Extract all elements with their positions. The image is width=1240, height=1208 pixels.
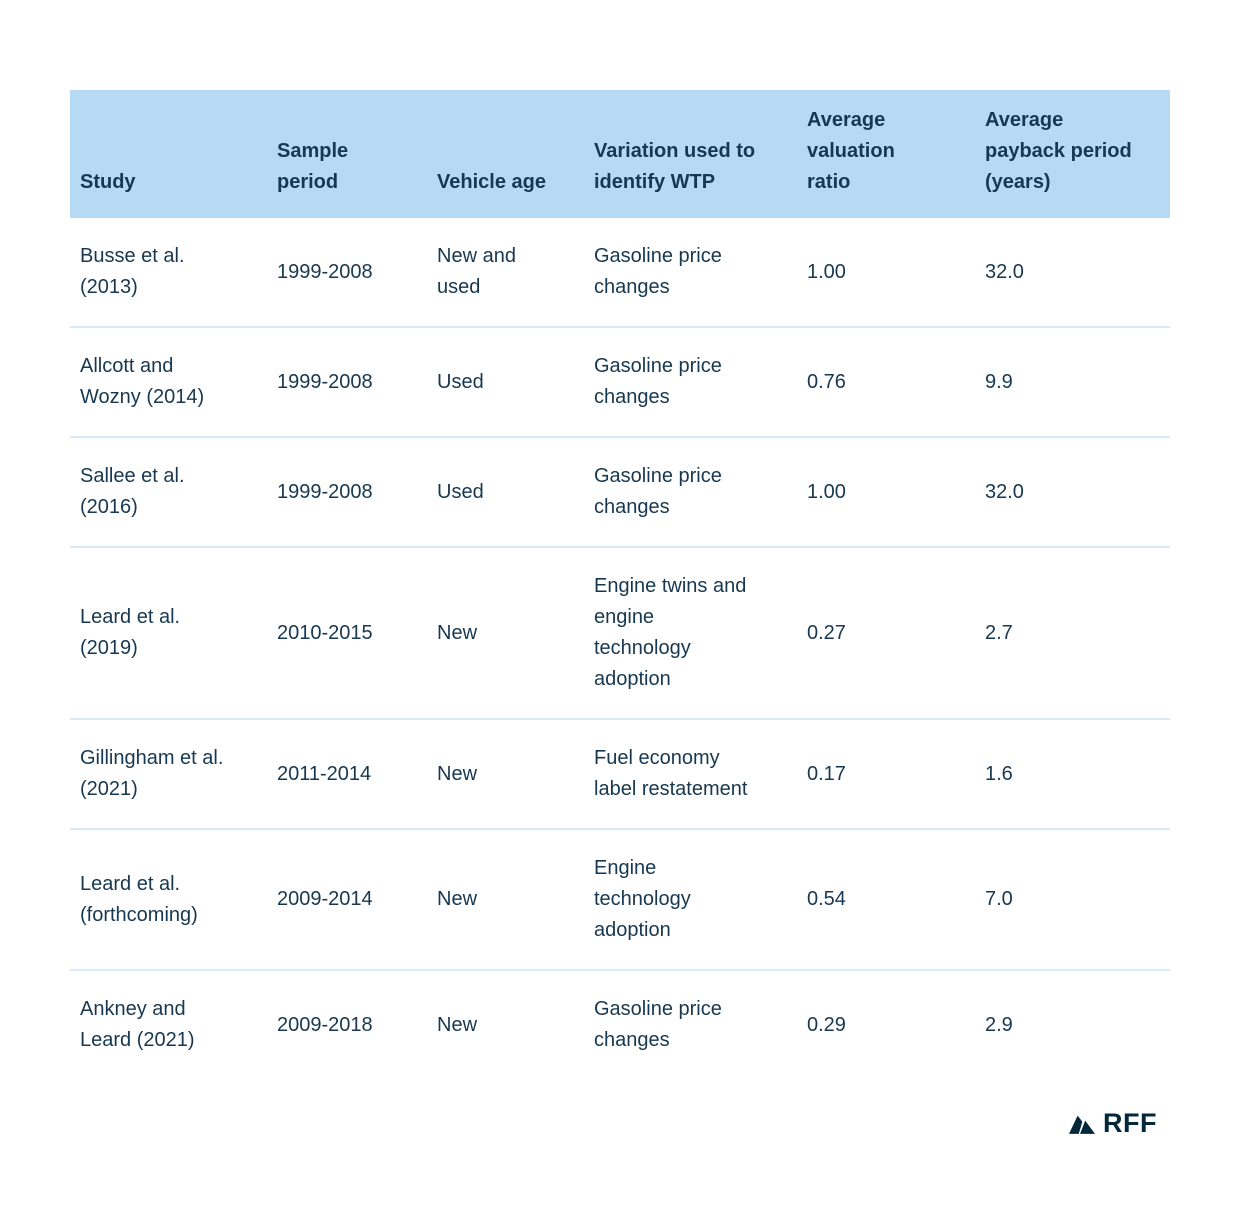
studies-table-container: Study Sample period Vehicle age Variatio… <box>70 90 1170 1079</box>
cell-sample-period: 2010-2015 <box>267 546 427 719</box>
cell-sample-period: 2009-2014 <box>267 828 427 970</box>
cell-variation: Gasoline price changes <box>584 326 797 437</box>
column-header-valuation-ratio: Average valuation ratio <box>797 90 975 218</box>
cell-sample-period: 1999-2008 <box>267 436 427 547</box>
cell-variation: Gasoline price changes <box>594 245 722 298</box>
mountain-icon <box>1069 1113 1096 1134</box>
cell-variation: Engine twins and engine technology adopt… <box>584 546 797 719</box>
column-header-study: Study <box>70 90 267 218</box>
table-row: Leard et al. (2019) 2010-2015 New Engine… <box>70 546 1170 719</box>
cell-payback-period: 9.9 <box>975 326 1170 437</box>
cell-variation: Fuel economy label restatement <box>584 718 797 829</box>
cell-vehicle-age: Used <box>427 326 584 437</box>
cell-study: Sallee et al. (2016) <box>70 436 267 547</box>
cell-payback-period: 7.0 <box>975 828 1170 970</box>
rff-logo-text: RFF <box>1103 1108 1157 1138</box>
cell-sample-period: 2011-2014 <box>267 718 427 829</box>
cell-valuation-ratio: 0.27 <box>797 546 975 719</box>
cell-variation: Gasoline price changes <box>584 969 797 1079</box>
cell-payback-period: 1.6 <box>975 718 1170 829</box>
cell-variation: Gasoline price changes <box>584 436 797 547</box>
column-header-variation: Variation used to identify WTP <box>584 90 797 218</box>
cell-sample-period: 2009-2018 <box>267 969 427 1079</box>
table-header: Study Sample period Vehicle age Variatio… <box>70 90 1170 218</box>
cell-sample-period: 1999-2008 <box>277 260 373 283</box>
cell-study: Leard et al. (forthcoming) <box>70 828 267 970</box>
cell-valuation-ratio: 0.76 <box>797 326 975 437</box>
cell-payback-period: 32.0 <box>975 436 1170 547</box>
cell-vehicle-age: New <box>427 718 584 829</box>
cell-valuation-ratio: 0.29 <box>797 969 975 1079</box>
cell-study: Leard et al. (2019) <box>70 546 267 719</box>
cell-vehicle-age: New <box>427 828 584 970</box>
cell-study: Ankney and Leard (2021) <box>70 969 267 1079</box>
table-row: Ankney and Leard (2021) 2009-2018 New Ga… <box>70 969 1170 1079</box>
cell-study: Allcott and Wozny (2014) <box>70 326 267 437</box>
header-row: Study Sample period Vehicle age Variatio… <box>70 90 1170 218</box>
table-row: Busse et al. (2013) 1999-2008 New and us… <box>70 218 1170 327</box>
column-header-sample-period: Sample period <box>267 90 427 218</box>
cell-payback-period: 2.7 <box>975 546 1170 719</box>
column-header-vehicle-age: Vehicle age <box>427 90 584 218</box>
table-row: Allcott and Wozny (2014) 1999-2008 Used … <box>70 326 1170 437</box>
cell-valuation-ratio: 0.17 <box>797 718 975 829</box>
cell-vehicle-age: Used <box>427 436 584 547</box>
cell-vehicle-age: New <box>427 546 584 719</box>
table-body: Busse et al. (2013) 1999-2008 New and us… <box>70 218 1170 1079</box>
table-row: Sallee et al. (2016) 1999-2008 Used Gaso… <box>70 436 1170 547</box>
cell-valuation-ratio: 1.00 <box>797 436 975 547</box>
cell-valuation-ratio: 0.54 <box>797 828 975 970</box>
cell-study: Busse et al. (2013) <box>80 245 185 298</box>
cell-payback-period: 2.9 <box>975 969 1170 1079</box>
cell-sample-period: 1999-2008 <box>267 326 427 437</box>
table-row: Leard et al. (forthcoming) 2009-2014 New… <box>70 828 1170 970</box>
cell-variation: Engine technology adoption <box>584 828 797 970</box>
cell-payback-period: 32.0 <box>985 260 1024 283</box>
rff-logo: RFF <box>1069 1110 1157 1137</box>
column-header-payback-period: Average payback period (years) <box>975 90 1170 218</box>
studies-table: Study Sample period Vehicle age Variatio… <box>70 90 1170 1079</box>
cell-study: Gillingham et al. (2021) <box>70 718 267 829</box>
cell-vehicle-age: New <box>427 969 584 1079</box>
cell-valuation-ratio: 1.00 <box>807 260 846 283</box>
cell-vehicle-age: New and used <box>437 245 516 298</box>
table-row: Gillingham et al. (2021) 2011-2014 New F… <box>70 718 1170 829</box>
